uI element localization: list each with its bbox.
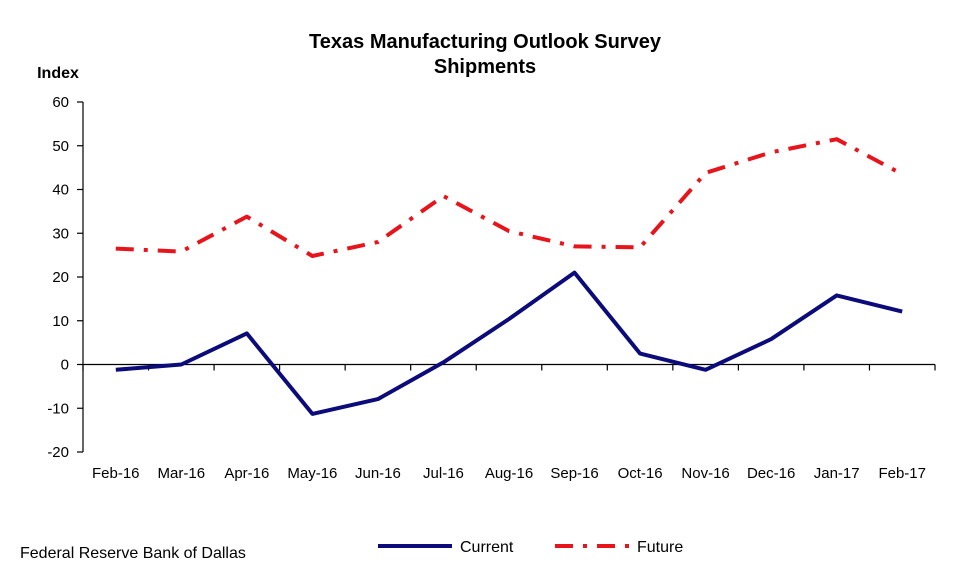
x-tick-label: Jun-16 — [355, 465, 401, 482]
x-tick-label: May-16 — [287, 465, 337, 482]
y-axis: 60 50 40 30 20 10 0 -10 -20 — [47, 94, 84, 461]
y-tick-label: 10 — [52, 313, 69, 330]
x-tick-label: Dec-16 — [747, 465, 795, 482]
x-tick-label: Nov-16 — [681, 465, 729, 482]
x-tick-label: Oct-16 — [618, 465, 663, 482]
series-layer — [115, 137, 904, 416]
y-tick-label: 30 — [52, 225, 69, 242]
x-tick-label: Jan-17 — [814, 465, 860, 482]
x-tick-label: Mar-16 — [158, 465, 206, 482]
y-tick-label: 20 — [52, 269, 69, 286]
x-tick-label: Feb-16 — [92, 465, 140, 482]
y-tick-label: -10 — [47, 400, 69, 417]
x-tick-label: Apr-16 — [224, 465, 269, 482]
y-tick-label: 40 — [52, 182, 69, 199]
chart-title: Texas Manufacturing Outlook Survey — [309, 31, 662, 53]
y-tick-label: 60 — [52, 94, 69, 111]
y-tick-label: 0 — [61, 357, 69, 374]
chart-subtitle: Shipments — [434, 56, 536, 78]
legend: Current Future — [378, 539, 683, 556]
series-future-line — [115, 137, 904, 258]
x-tick-label: Aug-16 — [485, 465, 533, 482]
x-axis: Feb-16 Mar-16 Apr-16 May-16 Jun-16 Jul-16 Aug-… — [82, 363, 936, 482]
legend-current-label: Current — [460, 539, 514, 556]
source-note: Federal Reserve Bank of Dallas — [20, 545, 246, 562]
series-current-line — [115, 270, 903, 416]
legend-future-label: Future — [637, 539, 683, 556]
x-tick-label: Jul-16 — [423, 465, 464, 482]
y-axis-label: Index — [37, 65, 79, 82]
x-tick-label: Feb-17 — [878, 465, 926, 482]
y-tick-label: 50 — [52, 138, 69, 155]
y-tick-label: -20 — [47, 444, 69, 461]
x-tick-label: Sep-16 — [550, 465, 598, 482]
